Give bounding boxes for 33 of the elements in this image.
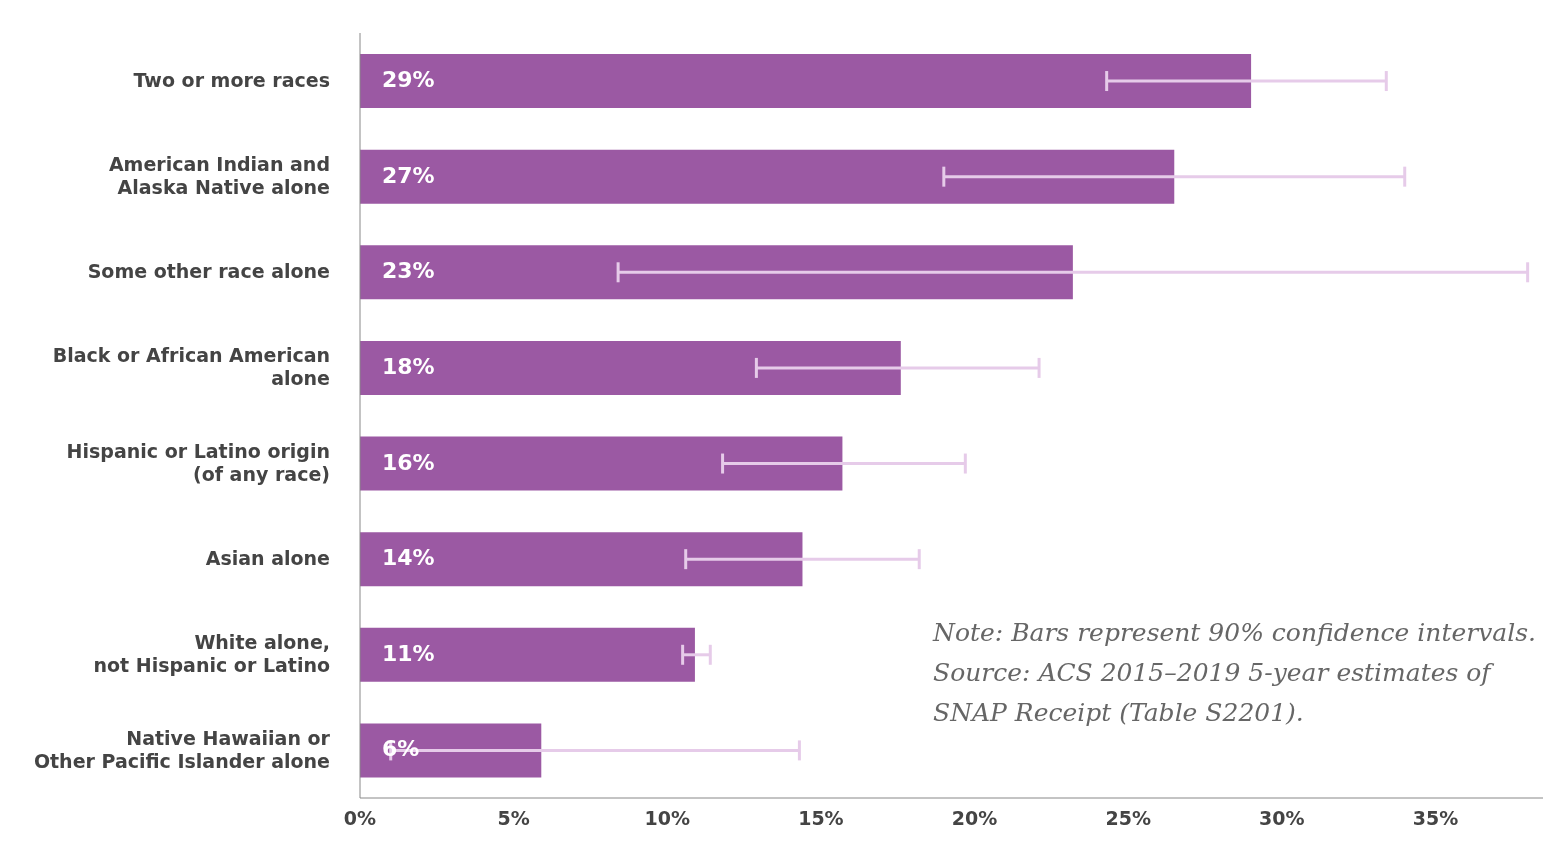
- x-tick-label: 10%: [644, 807, 691, 830]
- bar: [360, 54, 1252, 109]
- data-label: 18%: [382, 353, 435, 379]
- y-tick-label: Two or more races: [133, 68, 330, 91]
- y-tick-label: White alone, not Hispanic or Latino: [93, 630, 330, 676]
- y-tick-label: American Indian and Alaska Native alone: [108, 152, 330, 198]
- x-tick-label: 15%: [798, 807, 844, 830]
- annotation: Note: Bars represent 90% confidence intervals.: [933, 617, 1538, 649]
- y-tick-label: Native Hawaiian or Other Pacific Islander alone: [33, 726, 331, 772]
- data-label: 23%: [382, 258, 435, 284]
- y-tick-label: Hispanic or Latino origin (of any race): [66, 439, 330, 485]
- data-label: 14%: [382, 545, 435, 571]
- bar: [360, 340, 901, 395]
- x-tick-label: 5%: [497, 807, 530, 830]
- bar: [360, 149, 1175, 204]
- x-tick-label: 20%: [951, 807, 998, 830]
- y-tick-label: Some other race alone: [87, 259, 330, 282]
- bar: [360, 532, 803, 587]
- x-tick-label: 0%: [343, 807, 377, 830]
- data-label: 11%: [382, 640, 435, 666]
- x-tick-label: 30%: [1259, 807, 1305, 830]
- bar: [360, 627, 695, 682]
- bar: [360, 723, 542, 778]
- bar: [360, 245, 1073, 300]
- data-label: 29%: [382, 67, 435, 93]
- data-label: 16%: [382, 449, 435, 475]
- y-tick-label: Black or African American alone: [52, 343, 330, 389]
- y-tick-label: Asian alone: [205, 546, 330, 569]
- annotation: Source: ACS 2015–2019 5-year estimates of SNAP Receipt (Table S2201).: [933, 657, 1495, 729]
- bar: [360, 436, 843, 491]
- data-label: 27%: [382, 162, 435, 188]
- x-tick-label: 25%: [1105, 807, 1151, 830]
- x-tick-label: 35%: [1412, 807, 1459, 830]
